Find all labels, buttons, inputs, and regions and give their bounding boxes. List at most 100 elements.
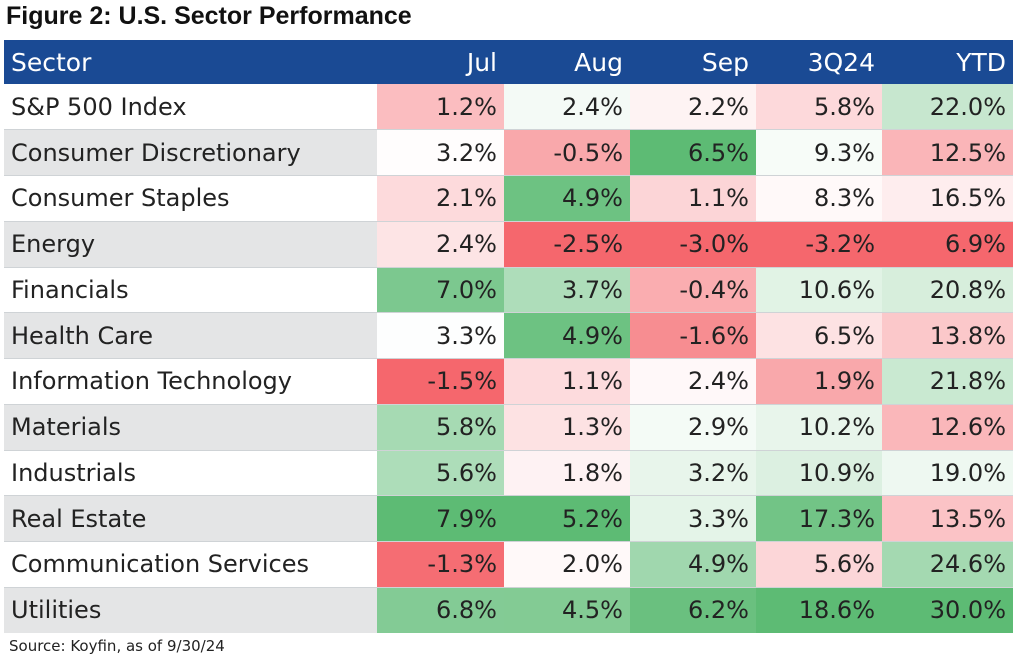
figure-title: Figure 2: U.S. Sector Performance — [6, 2, 412, 30]
table-row: Communication Services -1.3% 2.0% 4.9% 5.6% 2… — [4, 541, 1013, 588]
value-cell-3q24: 10.6% — [756, 267, 882, 313]
value-cell-sep: 6.2% — [630, 587, 756, 633]
value-cell-sep: 3.2% — [630, 450, 756, 496]
value-cell-sep: 2.9% — [630, 404, 756, 450]
header-ytd: YTD — [956, 47, 1006, 77]
table-header-row: Sector Jul Aug Sep 3Q24 YTD — [4, 40, 1013, 84]
value-cell-sep: -0.4% — [630, 267, 756, 313]
value-cell-jul: 3.2% — [377, 129, 504, 176]
value-cell-ytd: 13.5% — [882, 495, 1013, 542]
value-cell-aug: 1.1% — [504, 358, 630, 405]
value-cell-aug: 1.3% — [504, 404, 630, 450]
value-cell-jul: 3.3% — [377, 312, 504, 359]
value-cell-ytd: 16.5% — [882, 175, 1013, 222]
table-row: Energy 2.4% -2.5% -3.0% -3.2% 6.9% — [4, 221, 1013, 267]
value-cell-jul: 2.1% — [377, 175, 504, 222]
sector-label: Information Technology — [4, 358, 377, 405]
row-divider — [4, 129, 1013, 131]
value-cell-aug: 4.5% — [504, 587, 630, 633]
value-cell-3q24: 18.6% — [756, 587, 882, 633]
value-cell-3q24: -3.2% — [756, 221, 882, 267]
sector-label: Industrials — [4, 450, 377, 496]
value-cell-3q24: 10.9% — [756, 450, 882, 496]
header-3q24: 3Q24 — [807, 47, 875, 77]
value-cell-jul: 7.9% — [377, 495, 504, 542]
row-divider — [4, 495, 1013, 497]
table-row: S&P 500 Index 1.2% 2.4% 2.2% 5.8% 22.0% — [4, 84, 1013, 130]
sector-label: Communication Services — [4, 541, 377, 588]
value-cell-jul: -1.5% — [377, 358, 504, 405]
row-divider — [4, 586, 1013, 588]
value-cell-ytd: 13.8% — [882, 312, 1013, 359]
table-row: Information Technology -1.5% 1.1% 2.4% 1.9% 2… — [4, 358, 1013, 405]
value-cell-jul: 6.8% — [377, 587, 504, 633]
value-cell-aug: 4.9% — [504, 312, 630, 359]
row-divider — [4, 266, 1013, 268]
value-cell-aug: 1.8% — [504, 450, 630, 496]
header-jul: Jul — [466, 47, 497, 77]
header-aug: Aug — [574, 47, 623, 77]
value-cell-3q24: 17.3% — [756, 495, 882, 542]
table-row: Consumer Discretionary 3.2% -0.5% 6.5% 9.3% 1… — [4, 129, 1013, 176]
table-row: Health Care 3.3% 4.9% -1.6% 6.5% 13.8% — [4, 312, 1013, 359]
row-divider — [4, 220, 1013, 222]
sector-label: Financials — [4, 267, 377, 313]
sector-performance-table: Sector Jul Aug Sep 3Q24 YTD S&P 500 Inde… — [4, 40, 1013, 633]
sector-label: Utilities — [4, 587, 377, 633]
value-cell-ytd: 21.8% — [882, 358, 1013, 405]
table-row: Industrials 5.6% 1.8% 3.2% 10.9% 19.0% — [4, 450, 1013, 496]
row-divider — [4, 541, 1013, 542]
value-cell-aug: 2.4% — [504, 84, 630, 130]
row-divider — [4, 403, 1013, 405]
value-cell-3q24: 8.3% — [756, 175, 882, 222]
sector-label: Materials — [4, 404, 377, 450]
value-cell-jul: 7.0% — [377, 267, 504, 313]
header-sep: Sep — [701, 47, 749, 77]
row-divider — [4, 312, 1013, 314]
header-sector: Sector — [11, 47, 92, 77]
table-row: Materials 5.8% 1.3% 2.9% 10.2% 12.6% — [4, 404, 1013, 450]
value-cell-sep: 1.1% — [630, 175, 756, 222]
value-cell-sep: 2.4% — [630, 358, 756, 405]
value-cell-ytd: 24.6% — [882, 541, 1013, 588]
sector-label: Consumer Discretionary — [4, 129, 377, 176]
value-cell-3q24: 10.2% — [756, 404, 882, 450]
value-cell-jul: 1.2% — [377, 84, 504, 130]
table-body: S&P 500 Index 1.2% 2.4% 2.2% 5.8% 22.0% Consum… — [4, 84, 1013, 633]
value-cell-sep: 4.9% — [630, 541, 756, 588]
row-divider — [4, 175, 1013, 176]
value-cell-sep: 2.2% — [630, 84, 756, 130]
value-cell-sep: 6.5% — [630, 129, 756, 176]
value-cell-ytd: 6.9% — [882, 221, 1013, 267]
value-cell-3q24: 5.6% — [756, 541, 882, 588]
sector-label: Energy — [4, 221, 377, 267]
value-cell-jul: 5.6% — [377, 450, 504, 496]
sector-label: Real Estate — [4, 495, 377, 542]
table-row: Consumer Staples 2.1% 4.9% 1.1% 8.3% 16.5% — [4, 175, 1013, 222]
value-cell-aug: 3.7% — [504, 267, 630, 313]
value-cell-sep: -3.0% — [630, 221, 756, 267]
value-cell-sep: -1.6% — [630, 312, 756, 359]
sector-label: Consumer Staples — [4, 175, 377, 222]
value-cell-aug: -2.5% — [504, 221, 630, 267]
row-divider — [4, 358, 1013, 359]
value-cell-aug: 4.9% — [504, 175, 630, 222]
table-row: Utilities 6.8% 4.5% 6.2% 18.6% 30.0% — [4, 587, 1013, 633]
source-note: Source: Koyfin, as of 9/30/24 — [9, 637, 225, 655]
table-row: Financials 7.0% 3.7% -0.4% 10.6% 20.8% — [4, 267, 1013, 313]
value-cell-sep: 3.3% — [630, 495, 756, 542]
value-cell-ytd: 19.0% — [882, 450, 1013, 496]
value-cell-ytd: 22.0% — [882, 84, 1013, 130]
value-cell-aug: 5.2% — [504, 495, 630, 542]
value-cell-jul: -1.3% — [377, 541, 504, 588]
value-cell-ytd: 20.8% — [882, 267, 1013, 313]
value-cell-aug: 2.0% — [504, 541, 630, 588]
value-cell-ytd: 30.0% — [882, 587, 1013, 633]
value-cell-3q24: 6.5% — [756, 312, 882, 359]
sector-label: S&P 500 Index — [4, 84, 377, 130]
value-cell-jul: 5.8% — [377, 404, 504, 450]
sector-label: Health Care — [4, 312, 377, 359]
value-cell-aug: -0.5% — [504, 129, 630, 176]
value-cell-3q24: 9.3% — [756, 129, 882, 176]
row-divider — [4, 449, 1013, 451]
